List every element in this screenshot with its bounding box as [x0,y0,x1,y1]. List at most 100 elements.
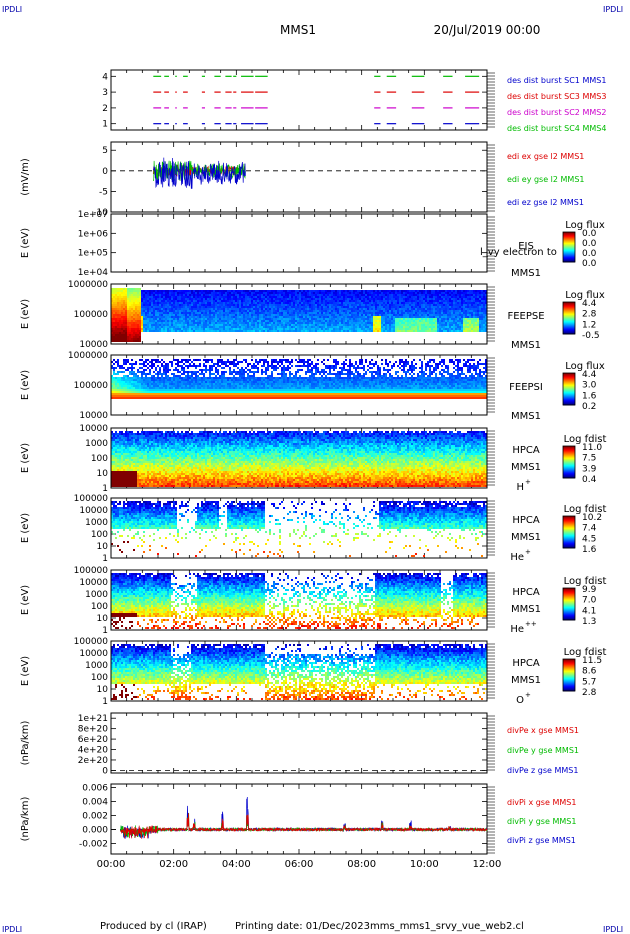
instrument-label: FEEPSE [507,311,544,322]
spectrogram-cell [259,302,261,304]
spectrogram-cell [357,328,359,330]
spectrogram-cell [439,310,441,312]
spectrogram-cell [189,328,191,330]
spectrogram-cell [353,322,355,324]
spectrogram-cell [197,314,199,316]
colorbar-swatch [563,324,575,326]
colorbar-tick-label: 0.0 [582,259,597,269]
spectrogram-cell [113,381,115,383]
spectrogram-cell [399,316,401,318]
spectrogram-cell [349,316,351,318]
spectrogram-cell [271,330,273,332]
spectrogram-cell [249,314,251,316]
spectrogram-cell [345,320,347,322]
spectrogram-cell [319,304,321,306]
spectrogram-cell [241,294,243,296]
spectrogram-cell [163,326,165,328]
spectrogram-cell [239,326,241,328]
spectrogram-cell [115,322,117,324]
spectrogram-cell [149,387,151,389]
spectrogram-cell [251,328,253,330]
spectrogram-cell [133,373,135,375]
spectrogram-cell [431,302,433,304]
spectrogram-cell [149,292,151,294]
spectrogram-cell [395,330,397,332]
spectrogram-cell [237,290,239,292]
spectrogram-cell [225,312,227,314]
spectrogram-cell [129,314,131,316]
spectrogram-cell [133,314,135,316]
spectrogram-cell [321,296,323,298]
spectrogram-cell [441,330,443,332]
spectrogram-cell [377,308,379,310]
spectrogram-cell [329,324,331,326]
spectrogram-cell [153,304,155,306]
spectrogram-cell [453,320,455,322]
spectrogram-cell [145,326,147,328]
spectrogram-cell [373,294,375,296]
spectrogram-cell [275,290,277,292]
spectrogram-cell [173,290,175,292]
spectrogram-cell [123,397,125,399]
spectrogram-cell [121,304,123,306]
spectrogram-cell [463,330,465,332]
spectrogram-cell [119,318,121,320]
spectrogram-cell [295,318,297,320]
spectrogram-cell [323,290,325,292]
spectrogram-cell [399,298,401,300]
spectrogram-cell [375,294,377,296]
spectrogram-cell [455,326,457,328]
spectrogram-cell [293,296,295,298]
spectrogram-cell [229,314,231,316]
spectrogram-cell [425,330,427,332]
spectrogram-cell [111,393,113,395]
spectrogram-cell [137,324,139,326]
spectrogram-cell [355,324,357,326]
spectrogram-cell [417,296,419,298]
spectrogram-cell [253,304,255,306]
spectrogram-cell [147,397,149,399]
spectrogram-cell [331,330,333,332]
spectrogram-cell [161,292,163,294]
spectrogram-cell [351,312,353,314]
spectrogram-cell [275,292,277,294]
spectrogram-cell [277,310,279,312]
spectrogram-cell [133,310,135,312]
spectrogram-cell [125,310,127,312]
spectrogram-cell [275,328,277,330]
spectrogram-cell [197,320,199,322]
spectrogram-cell [253,308,255,310]
spectrogram-cell [315,320,317,322]
spectrogram-cell [419,316,421,318]
spectrogram-cell [423,312,425,314]
spectrogram-cell [413,326,415,328]
spectrogram-cell [153,308,155,310]
spectrogram-cell [143,302,145,304]
spectrogram-cell [289,320,291,322]
spectrogram-cell [293,312,295,314]
spectrogram-cell [307,310,309,312]
spectrogram-cell [149,385,151,387]
spectrogram-cell [371,320,373,322]
spectrogram-cell [121,324,123,326]
spectrogram-cell [185,300,187,302]
spectrogram-cell [455,324,457,326]
spectrogram-cell [203,308,205,310]
spectrogram-cell [329,312,331,314]
spectrogram-cell [455,318,457,320]
spectrogram-cell [215,292,217,294]
spectrogram-cell [347,310,349,312]
spectrogram-cell [223,316,225,318]
spectrogram-cell [299,308,301,310]
spectrogram-cell [231,294,233,296]
spectrogram-cell [377,322,379,324]
spectrogram-cell [181,300,183,302]
spectrogram-cell [209,290,211,292]
spectrogram-cell [441,294,443,296]
spectrogram-cell [239,306,241,308]
spectrogram-cell [133,294,135,296]
spectrogram-cell [293,308,295,310]
spectrogram-cell [119,387,121,389]
spectrogram-cell [347,300,349,302]
spectrogram-cell [123,330,125,332]
